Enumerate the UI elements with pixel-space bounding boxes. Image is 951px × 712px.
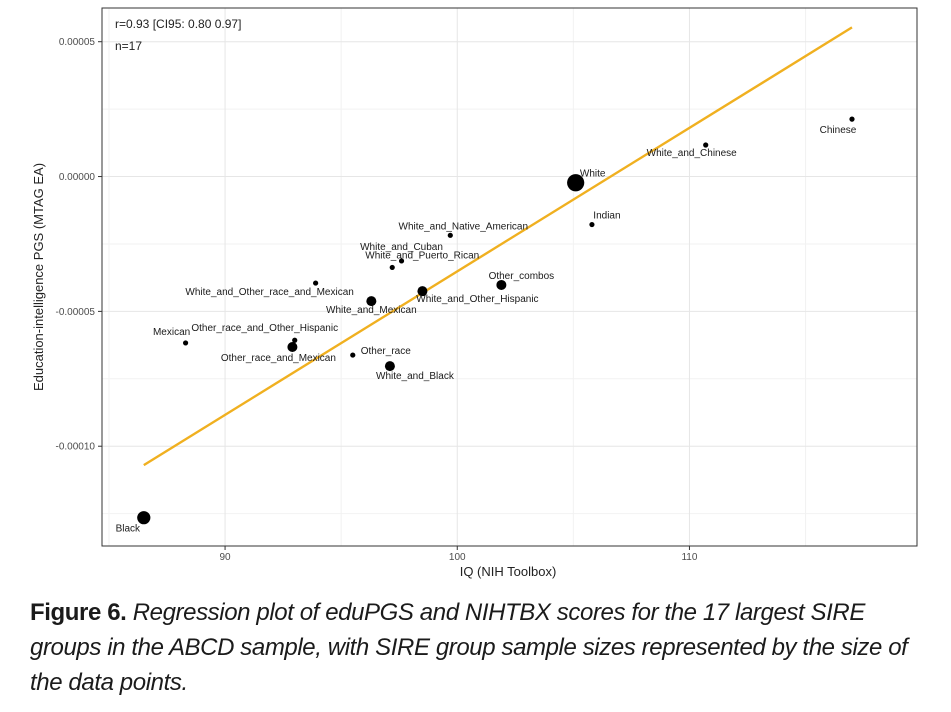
data-point-label: White (580, 169, 606, 180)
data-point-label: White_and_Black (376, 371, 455, 382)
data-point-label: Mexican (153, 327, 190, 338)
x-axis-title: IQ (NIH Toolbox) (460, 564, 557, 579)
data-point-label: Indian (593, 211, 620, 222)
data-points (137, 116, 855, 525)
y-axis-title: Education-intelligence PGS (MTAG EA) (31, 163, 46, 391)
y-tick-label: -0.00005 (56, 307, 96, 318)
data-point-label: White_and_Mexican (326, 305, 417, 316)
data-point-label: Other_race_and_Mexican (221, 353, 336, 364)
data-point (417, 286, 428, 297)
sample-size-annotation: n=17 (115, 39, 142, 53)
plot-panel-border (101, 7, 918, 547)
figure-label: Figure 6. (30, 599, 127, 626)
data-point-label: Other_race (361, 346, 411, 357)
data-point-label: White_and_Cuban (360, 242, 443, 253)
point-labels: Black Mexican Other_race_and_Other_Hispani… (116, 125, 857, 535)
figure-caption: Figure 6. Regression plot of eduPGS and … (30, 595, 925, 700)
data-point-label: White_and_Other_Hispanic (416, 294, 538, 305)
data-point (389, 264, 395, 271)
data-point-label: White_and_Chinese (647, 148, 737, 159)
y-tick-label: 0.00000 (59, 172, 96, 183)
data-point-label: White_and_Other_race_and_Mexican (185, 287, 353, 298)
data-point (447, 232, 453, 238)
data-point (292, 337, 298, 343)
regression-line-layer (143, 26, 853, 467)
gridlines (102, 8, 917, 546)
figure-caption-text: Regression plot of eduPGS and NIHTBX sco… (30, 599, 908, 696)
data-point-label: White_and_Native_American (399, 221, 529, 232)
x-tick-label: 110 (681, 552, 697, 563)
data-point-label: Chinese (820, 125, 857, 136)
data-point (350, 352, 356, 358)
y-tick-label: -0.00010 (56, 442, 96, 453)
data-point-label: Black (116, 524, 141, 535)
data-point (137, 511, 151, 525)
data-point (703, 142, 709, 148)
data-point (398, 258, 405, 264)
data-point-label: Other_race_and_Other_Hispanic (191, 323, 338, 334)
data-point (849, 116, 855, 122)
x-tick-label: 90 (220, 552, 232, 563)
data-point-label: Other_combos (489, 271, 555, 282)
data-point (496, 279, 507, 290)
data-point (313, 280, 319, 286)
data-point (589, 221, 595, 228)
data-point (287, 341, 298, 352)
data-point (366, 296, 377, 307)
y-tick-label: 0.00005 (59, 37, 96, 48)
regression-plot: 90 100 110 0.00005 0.00000 -0.00005 -0.00010 B… (31, 7, 918, 579)
axis-ticks: 90 100 110 0.00005 0.00000 -0.00005 -0.00010 (56, 37, 698, 563)
data-point (567, 174, 585, 192)
regression-line (143, 26, 853, 467)
data-point-label: White_and_Puerto_Rican (365, 250, 479, 261)
x-tick-label: 100 (449, 552, 466, 563)
correlation-annotation: r=0.93 [CI95: 0.80 0.97] (115, 17, 241, 31)
data-point (384, 361, 395, 372)
data-point (182, 340, 189, 346)
